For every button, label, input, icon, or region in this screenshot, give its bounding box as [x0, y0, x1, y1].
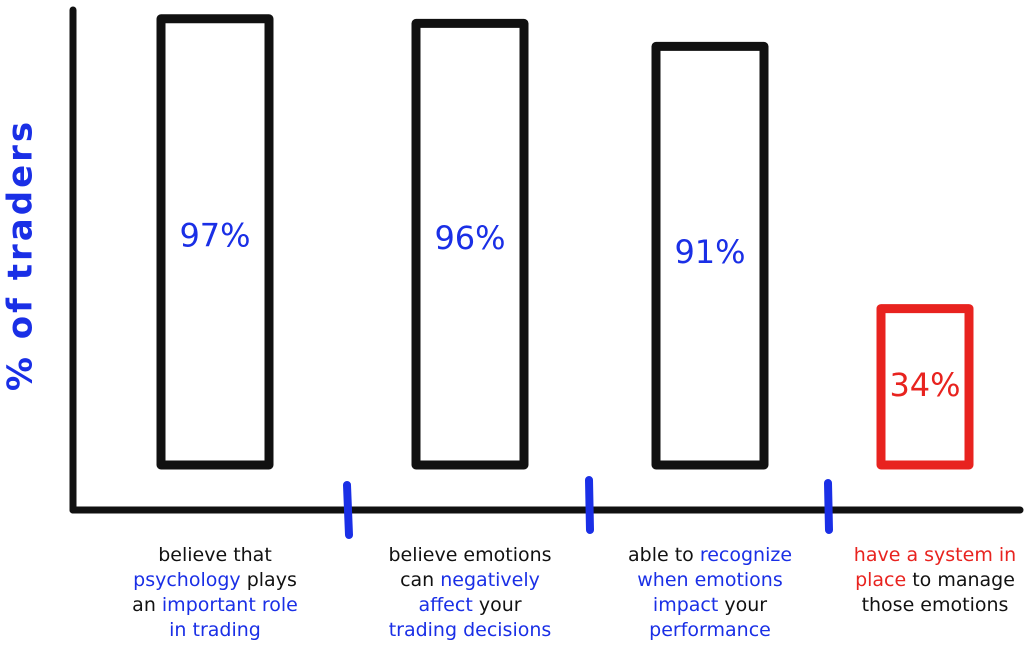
- category-label: able to recognize: [628, 544, 792, 566]
- label-segment: those emotions: [862, 594, 1009, 616]
- separator: [824, 479, 833, 534]
- label-segment: to manage: [906, 569, 1015, 591]
- bar: [651, 41, 769, 470]
- category-label: an important role: [132, 594, 298, 616]
- label-segment: plays: [241, 569, 297, 591]
- label-segment: can: [400, 569, 440, 591]
- label-segment: affect: [418, 594, 472, 616]
- label-segment: in trading: [169, 619, 261, 641]
- separator: [343, 481, 353, 539]
- bar: [411, 18, 529, 470]
- label-segment: believe that: [158, 544, 272, 566]
- label-segment: have a system in: [854, 544, 1016, 566]
- label-segment: negatively: [440, 569, 540, 591]
- category-label: those emotions: [862, 594, 1009, 616]
- value-label: 91%: [674, 233, 745, 271]
- bar: [156, 14, 274, 470]
- label-segment: recognize: [700, 544, 792, 566]
- category-label: performance: [649, 619, 771, 641]
- category-label: believe emotions: [388, 544, 551, 566]
- label-segment: psychology: [133, 569, 241, 591]
- category-label: place to manage: [855, 569, 1015, 591]
- label-segment: important role: [162, 594, 298, 616]
- label-segment: place: [855, 569, 906, 591]
- value-label: 96%: [434, 219, 505, 257]
- value-label: 97%: [179, 216, 250, 254]
- category-label: have a system in: [854, 544, 1016, 566]
- label-segment: able to: [628, 544, 700, 566]
- category-label: impact your: [653, 594, 767, 616]
- label-segment: your: [718, 594, 767, 616]
- category-label: in trading: [169, 619, 261, 641]
- label-segment: believe emotions: [388, 544, 551, 566]
- bar: [876, 304, 974, 470]
- label-segment: an: [132, 594, 162, 616]
- value-label: 34%: [889, 366, 960, 404]
- category-label: trading decisions: [389, 619, 552, 641]
- label-segment: performance: [649, 619, 771, 641]
- label-segment: your: [473, 594, 522, 616]
- label-segment: impact: [653, 594, 718, 616]
- category-label: believe that: [158, 544, 272, 566]
- separator: [585, 476, 594, 534]
- category-label: when emotions: [637, 569, 782, 591]
- y-axis-label: % of traders: [1, 119, 41, 391]
- label-segment: trading decisions: [389, 619, 552, 641]
- category-label: affect your: [418, 594, 521, 616]
- category-label: can negatively: [400, 569, 540, 591]
- category-label: psychology plays: [133, 569, 297, 591]
- label-segment: when emotions: [637, 569, 782, 591]
